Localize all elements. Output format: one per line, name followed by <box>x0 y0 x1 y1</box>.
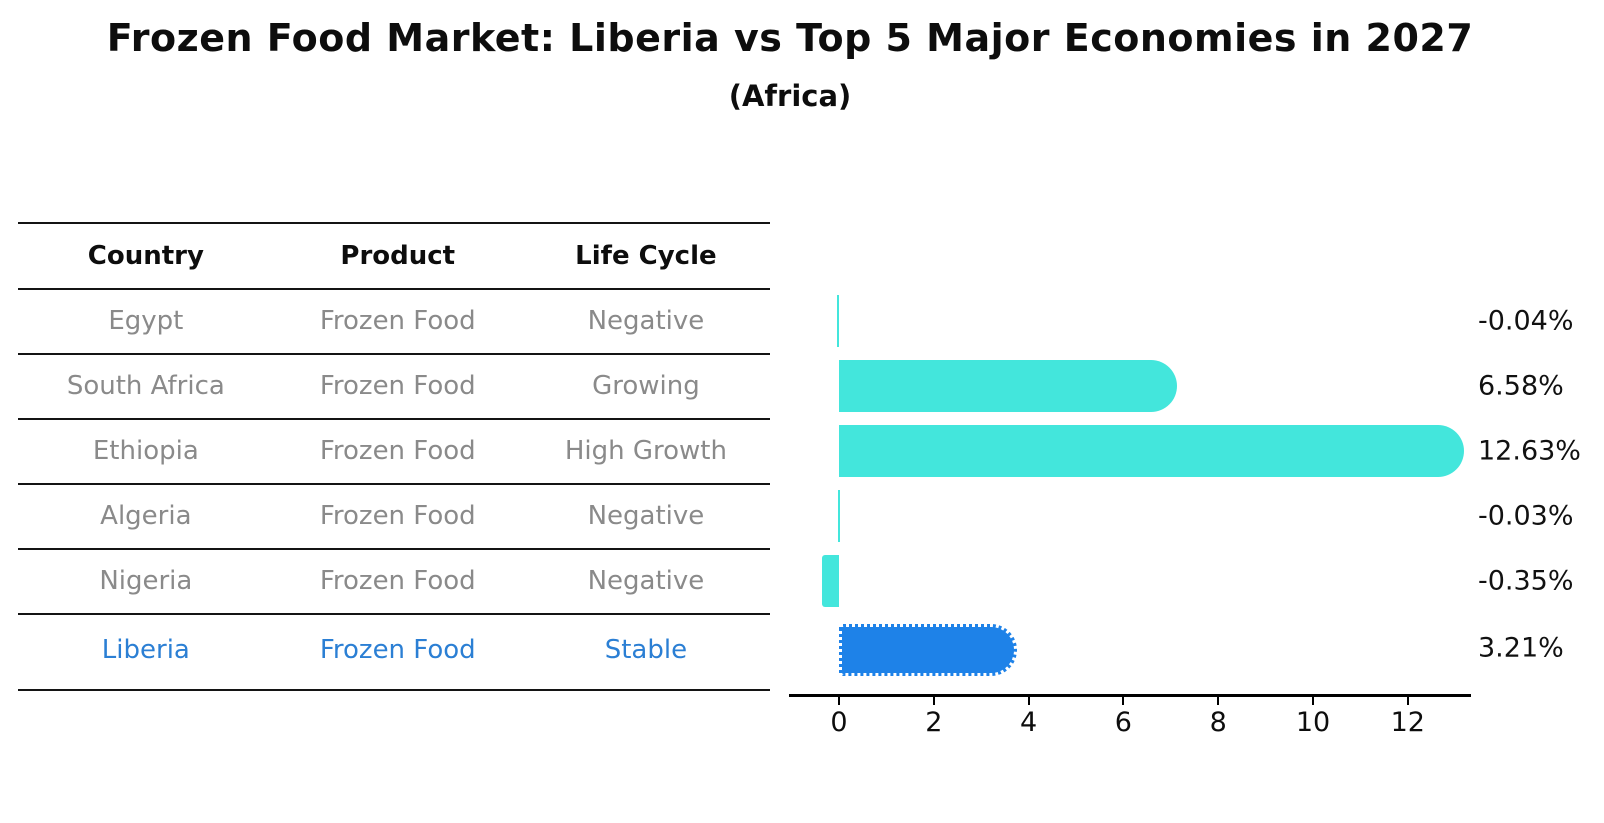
chart-subtitle: (Africa) <box>728 79 852 113</box>
x-tick <box>1406 697 1409 705</box>
table-header-row: Country Product Life Cycle <box>18 224 770 290</box>
bar-value-label: -0.03% <box>1478 500 1574 532</box>
bar <box>839 360 1177 412</box>
column-header-country: Country <box>87 241 204 271</box>
product-cell: Frozen Food <box>319 635 476 665</box>
x-tick <box>932 697 935 705</box>
bar-value-label: 3.21% <box>1478 632 1564 664</box>
life-cycle-cell: Negative <box>587 306 705 336</box>
comparison-table: Country Product Life Cycle Egypt Frozen … <box>18 222 770 691</box>
table-row: South Africa Frozen Food Growing <box>18 355 770 420</box>
country-cell: Egypt <box>108 306 184 336</box>
bar-value-label: -0.35% <box>1478 565 1574 597</box>
x-tick-label: 10 <box>1295 707 1331 738</box>
chart-title: Frozen Food Market: Liberia vs Top 5 Maj… <box>106 16 1474 60</box>
life-cycle-cell: Negative <box>587 566 705 596</box>
column-header-product: Product <box>340 241 456 271</box>
life-cycle-cell: High Growth <box>564 436 727 466</box>
country-cell: South Africa <box>66 371 225 401</box>
life-cycle-cell: Negative <box>587 501 705 531</box>
x-tick-label: 8 <box>1209 707 1227 738</box>
country-cell: Ethiopia <box>92 436 199 466</box>
product-cell: Frozen Food <box>319 501 476 531</box>
x-tick <box>1027 697 1030 705</box>
bar-value-label: 12.63% <box>1478 435 1581 467</box>
bar-liberia <box>839 624 1018 676</box>
bar <box>837 295 840 347</box>
country-cell: Algeria <box>100 501 192 531</box>
x-tick-label: 6 <box>1114 707 1132 738</box>
table-row: Algeria Frozen Food Negative <box>18 485 770 550</box>
table-row-liberia: Liberia Frozen Food Stable <box>18 615 770 691</box>
bar <box>839 425 1464 477</box>
x-tick <box>1217 697 1220 705</box>
x-axis-line <box>789 694 1471 697</box>
country-cell: Nigeria <box>99 566 193 596</box>
x-tick <box>838 697 840 705</box>
life-cycle-cell: Stable <box>604 635 688 665</box>
x-tick-label: 0 <box>830 707 848 738</box>
x-tick <box>1312 697 1314 705</box>
country-cell: Liberia <box>101 635 190 665</box>
product-cell: Frozen Food <box>319 371 476 401</box>
x-tick <box>1122 697 1125 705</box>
bar-value-label: -0.04% <box>1478 305 1574 337</box>
table-row: Egypt Frozen Food Negative <box>18 290 770 355</box>
x-tick-label: 4 <box>1020 707 1038 738</box>
x-tick-label: 12 <box>1390 707 1425 738</box>
table-row: Ethiopia Frozen Food High Growth <box>18 420 770 485</box>
table-row: Nigeria Frozen Food Negative <box>18 550 770 615</box>
x-tick-label: 2 <box>925 707 943 738</box>
product-cell: Frozen Food <box>319 436 476 466</box>
life-cycle-cell: Growing <box>592 371 700 401</box>
bar-value-label: 6.58% <box>1478 370 1564 402</box>
column-header-life-cycle: Life Cycle <box>575 241 717 271</box>
product-cell: Frozen Food <box>319 306 476 336</box>
bar <box>837 490 840 542</box>
bar <box>822 555 839 607</box>
product-cell: Frozen Food <box>319 566 476 596</box>
